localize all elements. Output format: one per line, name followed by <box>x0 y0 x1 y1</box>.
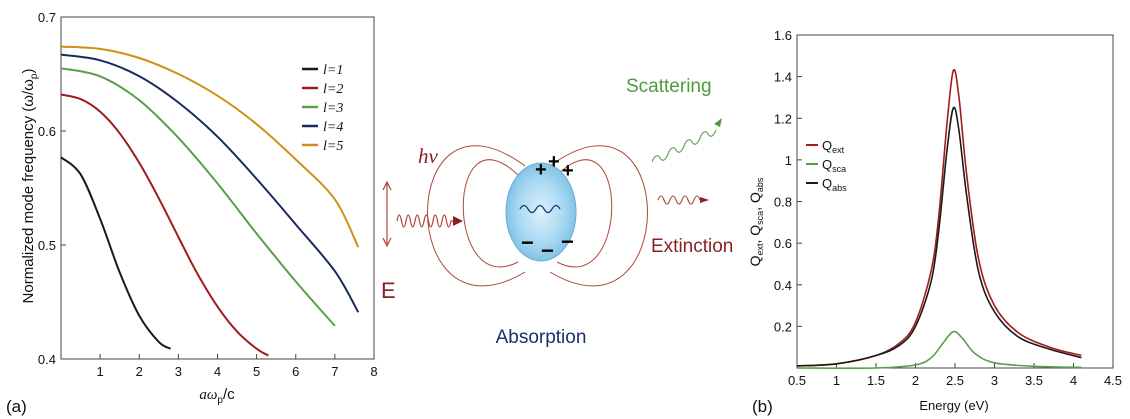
legend-label: Qsca <box>822 157 846 174</box>
y-tick-label: 1.6 <box>774 28 792 43</box>
incoming-arrowhead <box>453 216 463 226</box>
x-tick-label: 3 <box>175 364 182 379</box>
e-field-label: E <box>381 278 396 303</box>
y-tick-label: 0.4 <box>774 278 792 293</box>
panel-b-label: (b) <box>752 397 773 416</box>
minus-charge: − <box>521 230 534 255</box>
series-line-l4 <box>60 53 360 313</box>
absorption-label: Absorption <box>496 327 587 348</box>
panel-b-ticks: 0.5 1 1.5 2 2.5 3 3.5 4 4.5 0.2 0.4 0.6 0.8 1 1.2 1.4 1.… <box>774 28 1122 388</box>
panel-a-chart: 1 2 3 4 5 6 7 8 0.4 0.5 0.6 0.7 l=1 l=2 l=3 l=4 l=5 Nor… <box>6 10 378 416</box>
y-tick-label: 1.4 <box>774 70 792 85</box>
legend-label: l=5 <box>323 139 343 154</box>
extinction-arrowhead <box>700 197 709 203</box>
panel-a-label: (a) <box>6 397 27 416</box>
y-tick-label: 0.7 <box>38 10 56 25</box>
legend-label: l=3 <box>323 101 343 116</box>
legend-label: Qabs <box>822 176 847 193</box>
extinction-label: Extinction <box>651 236 733 257</box>
panel-b-frame <box>796 34 1114 369</box>
panel-a-series <box>60 45 360 357</box>
panel-a-legend: l=1 l=2 l=3 l=4 l=5 <box>302 63 343 154</box>
legend-label: l=1 <box>323 63 343 78</box>
x-tick-label: 3 <box>991 373 998 388</box>
series-line-l5 <box>60 45 360 248</box>
series-line-l1 <box>60 156 172 350</box>
scattered-wave <box>651 129 717 163</box>
x-tick-label: 2.5 <box>946 373 964 388</box>
absorbed-wave <box>519 204 561 214</box>
scattered-arrowhead <box>714 118 722 127</box>
plus-charge: + <box>562 160 574 182</box>
panel-a-ticks: 1 2 3 4 5 6 7 8 0.4 0.5 0.6 0.7 <box>38 10 378 379</box>
x-tick-label: 1 <box>833 373 840 388</box>
x-tick-label: 2 <box>136 364 143 379</box>
field-line-right-outer <box>549 145 648 287</box>
panel-b-series <box>796 68 1082 370</box>
x-tick-label: 0.5 <box>788 373 806 388</box>
e-field-arrowheads <box>382 180 392 248</box>
y-tick-label: 0.5 <box>38 238 56 253</box>
legend-label: Qext <box>822 138 845 155</box>
x-tick-label: 5 <box>253 364 260 379</box>
x-tick-label: 3.5 <box>1025 373 1043 388</box>
plasmon-diagram: + + + − − − hν E Scattering Extinction A… <box>381 76 733 348</box>
x-tick-label: 4 <box>214 364 221 379</box>
nanoparticle <box>505 162 577 262</box>
dipole-field-lines <box>427 145 648 287</box>
x-tick-label: 1.5 <box>867 373 885 388</box>
x-tick-label: 4 <box>1070 373 1077 388</box>
plus-charge: + <box>548 151 560 173</box>
scattering-label: Scattering <box>626 76 712 97</box>
plus-charge: + <box>535 159 547 181</box>
x-tick-label: 7 <box>331 364 338 379</box>
panel-b-legend: Qext Qsca Qabs <box>806 138 847 193</box>
series-line-q-ext <box>796 68 1082 367</box>
legend-label: l=2 <box>323 82 343 97</box>
panel-b-xlabel: Energy (eV) <box>919 398 988 413</box>
extinction-wave <box>657 195 701 205</box>
y-tick-label: 0.6 <box>38 124 56 139</box>
y-tick-label: 0.6 <box>774 236 792 251</box>
series-line-q-sca <box>796 330 1082 370</box>
x-tick-label: 1 <box>97 364 104 379</box>
incoming-wave <box>396 214 455 228</box>
field-line-left-outer <box>427 145 526 287</box>
x-tick-label: 2 <box>912 373 919 388</box>
x-tick-label: 6 <box>292 364 299 379</box>
photon-energy-label: hν <box>418 144 439 168</box>
minus-charge: − <box>561 229 574 254</box>
legend-label: l=4 <box>323 120 343 135</box>
y-tick-label: 0.2 <box>774 319 792 334</box>
y-tick-label: 0.4 <box>38 352 56 367</box>
series-line-l3 <box>60 67 336 327</box>
panel-b-chart: 0.5 1 1.5 2 2.5 3 3.5 4 4.5 0.2 0.4 0.6 0.8 1 1.2 1.4 1.… <box>747 28 1122 416</box>
field-line-left-inner <box>462 159 519 268</box>
x-tick-label: 4.5 <box>1104 373 1122 388</box>
y-tick-label: 1 <box>785 153 792 168</box>
series-line-l2 <box>60 93 269 357</box>
series-line-q-abs <box>796 106 1082 367</box>
y-tick-label: 1.2 <box>774 111 792 126</box>
panel-a-ylabel: Normalized mode frequency (ω/ωp) <box>20 69 40 304</box>
panel-a-xlabel: aωp/c <box>199 386 235 406</box>
x-tick-label: 8 <box>370 364 377 379</box>
y-tick-label: 0.8 <box>774 195 792 210</box>
field-line-right-inner <box>556 159 613 268</box>
panel-b-ylabel: Qext, Qsca, Qabs <box>747 177 765 266</box>
minus-charge: − <box>541 238 554 263</box>
